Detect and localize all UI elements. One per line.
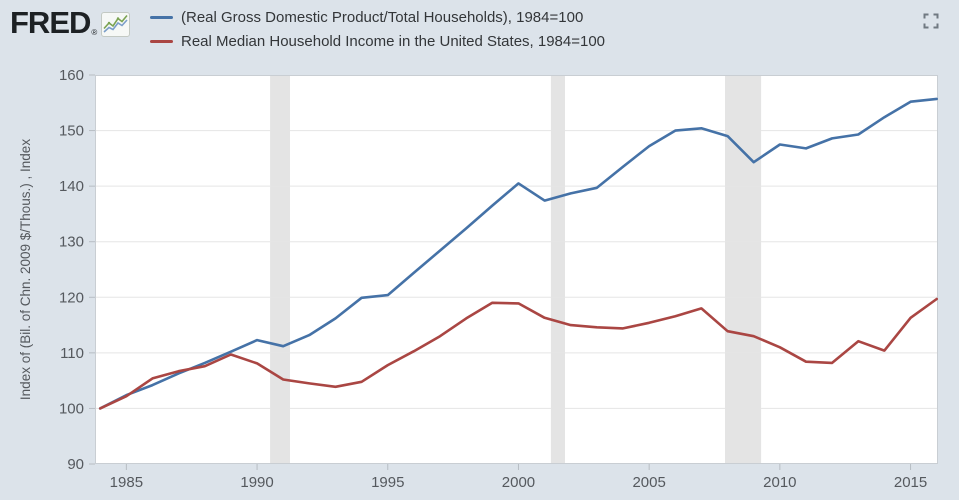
registered-mark: ® [91,28,98,37]
fred-logo[interactable]: FRED ® [10,5,131,40]
series-line-gdp-per-household [98,97,939,410]
recession-band [725,75,762,464]
y-tick-label: 140 [59,178,84,195]
y-tick-label: 130 [59,234,84,251]
fred-logo-chart-icon [101,12,131,37]
x-tick-label: 1985 [110,474,143,491]
legend-item-median-income: Real Median Household Income in the Unit… [150,31,605,51]
fullscreen-expand-icon [923,13,939,29]
chart-legend: (Real Gross Domestic Product/Total House… [150,7,605,51]
legend-label-median-income: Real Median Household Income in the Unit… [181,32,606,50]
x-tick-label: 2005 [632,474,665,491]
x-tick-label: 2010 [763,474,796,491]
y-axis-title: Index of (Bil. of Chn. 2009 $/Thous.) , … [18,139,33,400]
recession-band [550,75,565,464]
legend-item-gdp-per-household: (Real Gross Domestic Product/Total House… [150,7,605,27]
fred-logo-text: FRED [10,5,91,40]
x-tick-label: 1995 [371,474,404,491]
plot-area [95,75,938,464]
x-tick-label: 1990 [240,474,273,491]
y-tick-label: 110 [60,345,84,362]
legend-dash-red [150,39,173,43]
fullscreen-button[interactable] [923,13,939,29]
y-tick-label: 100 [59,400,84,417]
x-tick-label: 2000 [502,474,535,491]
series-line-median-income [98,297,939,410]
header: FRED ® (Real Gross Domestic Product/Tota… [0,0,959,62]
y-tick-label: 150 [59,123,84,140]
y-tick-label: 120 [59,289,84,306]
y-tick-label: 90 [67,456,84,473]
plot-border [95,75,938,464]
x-tick-label: 2015 [894,474,927,491]
y-tick-label: 160 [59,67,84,84]
recession-band [270,75,290,464]
legend-label-gdp-per-household: (Real Gross Domestic Product/Total House… [181,8,584,26]
legend-dash-blue [150,15,173,19]
